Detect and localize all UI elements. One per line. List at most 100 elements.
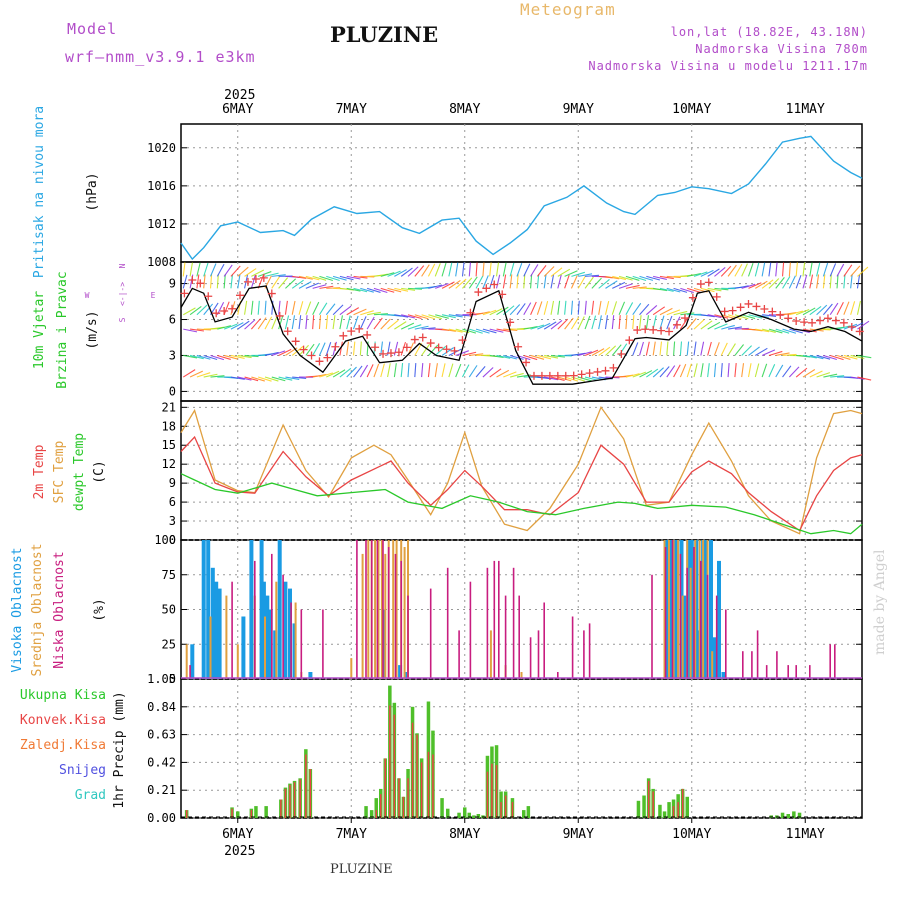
wind-marker — [808, 318, 817, 327]
wind-arrow — [223, 264, 233, 277]
wind-arrow — [611, 344, 622, 356]
wind-arrow — [448, 363, 454, 378]
wind-arrow — [714, 323, 728, 330]
wind-marker — [816, 316, 825, 325]
time-axis: 202520256MAY6MAY7MAY7MAY8MAY8MAY9MAY9MAY… — [222, 88, 825, 859]
mid-cloud-bar — [668, 540, 670, 679]
wind-arrow — [237, 320, 250, 330]
wind-arrow — [244, 319, 256, 330]
wind-marker — [823, 314, 832, 323]
wind-arrow — [441, 363, 446, 378]
total-precip-bar — [642, 795, 646, 818]
wind-arrow — [462, 328, 477, 334]
wind-arrow — [830, 354, 844, 361]
wind-arrow — [850, 301, 856, 315]
wind-marker — [196, 279, 205, 288]
total-precip-bar — [658, 804, 662, 818]
wind-arrow — [857, 354, 872, 359]
wind-arrow — [584, 276, 594, 289]
precip-ytick-label: 0.00 — [147, 811, 176, 825]
wind-marker — [394, 348, 403, 357]
wind-arrow — [721, 324, 735, 330]
wind-arrow — [577, 316, 585, 330]
precip-ytick-label: 0.42 — [147, 755, 176, 769]
low-cloud-bar — [756, 630, 759, 679]
wind-arrow — [857, 266, 869, 277]
total-precip-bar-group — [184, 685, 802, 818]
wind-arrow — [203, 354, 218, 361]
temp-panel: 0 3 6 9 12 15 18 21 — [162, 400, 863, 547]
wind-arrow — [625, 284, 640, 289]
temp-unit: (C) — [92, 460, 107, 483]
temp-ytick-label: 0 — [169, 533, 176, 547]
wind-arrow — [734, 363, 737, 378]
wind-arrow — [516, 274, 519, 289]
cloud-low-label: Niska Oblacnost — [52, 551, 67, 668]
wind-arrow — [836, 263, 845, 277]
wind-arrow — [237, 376, 252, 381]
wind-arrow — [435, 282, 449, 289]
wind-marker — [458, 336, 467, 345]
mid-cloud-bar — [489, 630, 492, 679]
wind-arrow — [359, 316, 367, 330]
wind-marker — [665, 327, 674, 336]
wind-arrow — [591, 315, 597, 330]
mid-cloud-bar — [350, 658, 353, 679]
total-precip-bar — [236, 811, 240, 818]
day-label-bottom: 11MAY — [786, 827, 825, 842]
wind-arrow — [598, 315, 602, 330]
wind-arrow — [530, 324, 545, 330]
wind-marker — [561, 371, 570, 380]
coords-label: lon,lat (18.82E, 43.18N) — [670, 25, 868, 39]
low-cloud-bar — [529, 637, 532, 679]
wind-arrow — [550, 267, 563, 277]
wind-marker — [672, 320, 681, 329]
wind-marker — [744, 299, 753, 308]
wind-arrow — [720, 363, 723, 378]
wind-arrow — [250, 318, 261, 330]
wind-arrow — [435, 314, 449, 319]
wind-arrow — [659, 287, 674, 292]
wind-arrow — [400, 322, 415, 330]
wind-arrow — [802, 328, 817, 333]
wind-arrow — [230, 322, 244, 330]
wind-arrow — [659, 275, 674, 280]
wind-arrow — [727, 326, 742, 330]
wind-arrow — [326, 275, 340, 281]
wind-arrow — [625, 302, 634, 315]
wind-arrow — [577, 275, 586, 289]
wind-arrow — [632, 275, 647, 282]
wind-arrow — [400, 341, 407, 356]
wind-arrow — [509, 304, 521, 316]
wind-arrow — [230, 354, 245, 359]
wind-arrow — [612, 281, 626, 289]
wind-arrow — [325, 342, 332, 356]
wind-arrow — [653, 275, 667, 280]
wind-arrow — [809, 370, 823, 378]
mid-cloud-bar — [367, 540, 370, 679]
total-precip-bar — [797, 812, 802, 818]
wind-marker — [537, 371, 546, 380]
wind-marker — [601, 366, 610, 375]
wind-arrow — [598, 279, 610, 289]
wind-arrow — [693, 319, 705, 330]
wind-arrow — [543, 274, 547, 289]
wind-arrow — [183, 354, 198, 359]
day-label-top: 9MAY — [563, 102, 594, 117]
temp-ytick-label: 6 — [169, 495, 176, 509]
low-cloud-bar — [394, 553, 397, 679]
wind-arrow — [741, 345, 753, 356]
wind-arrow — [530, 274, 533, 289]
wind-title-1: 10m Vjetar — [32, 291, 47, 369]
low-cloud-bar — [322, 609, 324, 679]
wind-arrow — [611, 315, 615, 330]
wind-arrow — [257, 317, 267, 330]
temp-ytick-label: 18 — [162, 419, 176, 433]
low-cloud-bar — [469, 581, 472, 679]
wind-arrow — [850, 322, 864, 330]
wind-arrow — [707, 287, 722, 292]
wind-arrow — [571, 271, 585, 277]
wind-marker — [720, 307, 729, 316]
total-precip-bar — [472, 815, 476, 818]
